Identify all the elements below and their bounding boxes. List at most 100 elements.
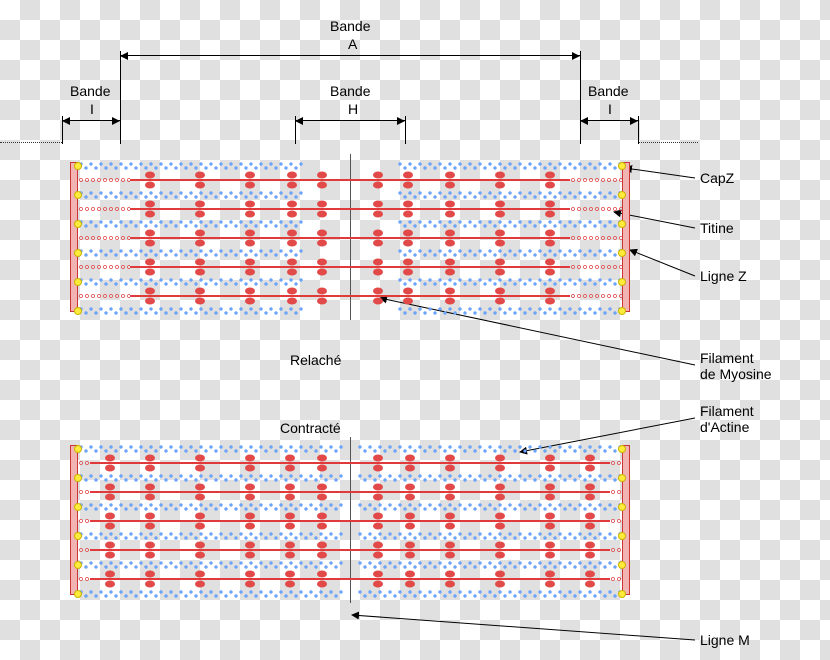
myosin-head xyxy=(445,465,455,472)
myosin-head xyxy=(245,269,255,276)
myosin-head xyxy=(317,259,327,266)
titin-spring xyxy=(570,206,622,212)
capz-dot xyxy=(618,532,626,540)
myosin-head xyxy=(585,571,595,578)
dim-band-i-right xyxy=(580,120,638,121)
myosin-head xyxy=(285,581,295,588)
myosin-head xyxy=(545,494,555,501)
z-disc-right xyxy=(622,162,630,312)
myosin-head xyxy=(445,240,455,247)
legend-z-line: Ligne Z xyxy=(700,268,747,284)
myosin-head xyxy=(245,201,255,208)
myosin-head xyxy=(287,298,297,305)
myosin-head xyxy=(195,269,205,276)
capz-dot xyxy=(74,590,82,598)
actin-filament xyxy=(78,277,303,287)
contracted-label: Contracté xyxy=(280,420,341,436)
myosin-head xyxy=(585,523,595,530)
capz-dot xyxy=(74,162,82,170)
myosin-head xyxy=(445,269,455,276)
myosin-head xyxy=(195,288,205,295)
myosin-head xyxy=(245,298,255,305)
myosin-head xyxy=(403,182,413,189)
myosin-head xyxy=(245,552,255,559)
myosin-head xyxy=(545,240,555,247)
myosin-head xyxy=(195,240,205,247)
myosin-head xyxy=(495,465,505,472)
actin-filament xyxy=(397,277,622,287)
myosin-head xyxy=(105,513,115,520)
myosin-head xyxy=(545,172,555,179)
myosin-head xyxy=(495,211,505,218)
band-i-left-bot: I xyxy=(90,101,94,117)
myosin-head xyxy=(145,182,155,189)
myosin-head xyxy=(317,494,327,501)
myosin-head xyxy=(545,523,555,530)
myosin-head xyxy=(145,542,155,549)
myosin-head xyxy=(195,259,205,266)
legend-actin: Filament d'Actine xyxy=(700,403,754,435)
myosin-head xyxy=(545,455,555,462)
myosin-head xyxy=(195,172,205,179)
myosin-head xyxy=(445,571,455,578)
myosin-head xyxy=(405,484,415,491)
myosin-head xyxy=(373,230,383,237)
tick-h-left xyxy=(295,116,296,144)
tick-h-right xyxy=(405,116,406,144)
myosin-head xyxy=(585,465,595,472)
myosin-head xyxy=(245,240,255,247)
actin-filament xyxy=(78,190,303,200)
myosin-head xyxy=(245,211,255,218)
myosin-head xyxy=(445,298,455,305)
myosin-head xyxy=(405,523,415,530)
titin-spring xyxy=(570,264,622,270)
dim-band-i-left xyxy=(62,120,120,121)
actin-filament xyxy=(357,560,622,570)
myosin-head xyxy=(287,182,297,189)
capz-dot xyxy=(74,249,82,257)
myosin-head xyxy=(403,211,413,218)
myosin-head xyxy=(317,182,327,189)
myosin-head xyxy=(373,542,383,549)
myosin-head xyxy=(195,455,205,462)
myosin-head xyxy=(445,484,455,491)
myosin-head xyxy=(287,240,297,247)
actin-filament xyxy=(357,589,622,599)
myosin-head xyxy=(105,455,115,462)
relaxed-label: Relaché xyxy=(290,352,341,368)
myosin-head xyxy=(317,552,327,559)
actin-filament xyxy=(78,306,303,316)
myosin-head xyxy=(495,240,505,247)
myosin-head xyxy=(287,269,297,276)
myosin-head xyxy=(145,523,155,530)
z-disc-left xyxy=(70,162,78,312)
myosin-head xyxy=(445,455,455,462)
legend-capz: CapZ xyxy=(700,170,734,186)
myosin-head xyxy=(145,288,155,295)
myosin-head xyxy=(495,201,505,208)
titin-spring xyxy=(78,235,130,241)
myosin-head xyxy=(105,523,115,530)
myosin-head xyxy=(545,298,555,305)
capz-dot xyxy=(618,220,626,228)
myosin-head xyxy=(405,465,415,472)
myosin-head xyxy=(373,465,383,472)
myosin-head xyxy=(285,513,295,520)
myosin-head xyxy=(245,523,255,530)
legend-titin: Titine xyxy=(700,220,734,236)
tick-i-left-outer xyxy=(62,116,63,144)
capz-dot xyxy=(74,191,82,199)
myosin-head xyxy=(495,571,505,578)
myosin-head xyxy=(285,571,295,578)
sarcomere-relaxed xyxy=(70,162,630,312)
myosin-head xyxy=(317,484,327,491)
band-a-label-bot: A xyxy=(348,36,357,52)
myosin-head xyxy=(317,201,327,208)
myosin-head xyxy=(245,455,255,462)
myosin-head xyxy=(545,259,555,266)
myosin-head xyxy=(105,552,115,559)
myosin-head xyxy=(445,211,455,218)
actin-filament xyxy=(78,473,343,483)
actin-filament xyxy=(78,560,343,570)
myosin-head xyxy=(585,484,595,491)
